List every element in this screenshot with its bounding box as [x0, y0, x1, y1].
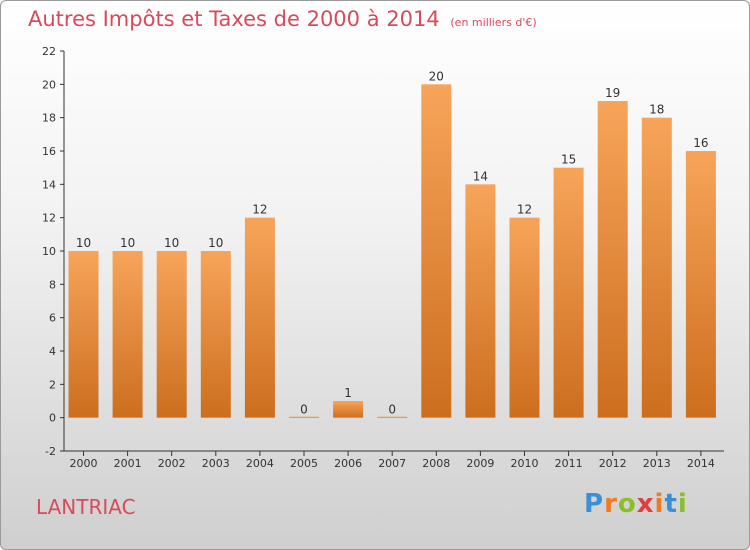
bar [377, 416, 408, 418]
logo-letter: P [584, 489, 605, 519]
logo-letter: i [677, 489, 688, 519]
bar [68, 251, 99, 418]
proxiti-logo: Proxiti [584, 489, 688, 519]
data-label: 10 [208, 236, 223, 250]
x-tick-label: 2012 [599, 457, 627, 470]
data-label: 0 [300, 403, 308, 417]
data-label: 19 [605, 86, 620, 100]
data-label: 18 [649, 103, 664, 117]
data-label: 10 [164, 236, 179, 250]
data-label: 14 [473, 169, 488, 183]
data-label: 0 [388, 403, 396, 417]
data-label: 10 [120, 236, 135, 250]
data-label: 20 [429, 69, 444, 83]
bar [333, 401, 364, 418]
logo-letter: i [654, 489, 665, 519]
y-tick-label: 14 [42, 178, 56, 191]
data-label: 10 [76, 236, 91, 250]
y-tick-label: 0 [49, 412, 56, 425]
y-tick-label: 20 [42, 78, 56, 91]
data-label: 1 [344, 386, 352, 400]
bar [289, 416, 319, 418]
y-tick-label: 22 [42, 45, 56, 58]
x-tick-label: 2002 [158, 457, 186, 470]
x-tick-label: 2010 [511, 457, 539, 470]
x-tick-label: 2004 [246, 457, 274, 470]
logo-letter: o [617, 489, 637, 519]
bar [421, 84, 452, 418]
bar [200, 251, 231, 418]
commune-name: LANTRIAC [36, 495, 136, 519]
x-tick-label: 2014 [687, 457, 715, 470]
bar [641, 117, 672, 418]
bar [156, 251, 187, 418]
data-label: 12 [517, 203, 532, 217]
bar [553, 167, 584, 418]
x-tick-label: 2011 [555, 457, 583, 470]
y-tick-label: 18 [42, 112, 56, 125]
x-tick-label: 2003 [202, 457, 230, 470]
chart-title-text: Autres Impôts et Taxes de 2000 à 2014 [28, 7, 440, 31]
y-tick-label: 8 [49, 278, 56, 291]
y-tick-label: -2 [45, 445, 56, 458]
logo-letter: t [664, 489, 678, 519]
y-tick-label: 12 [42, 212, 56, 225]
x-tick-label: 2008 [422, 457, 450, 470]
bar [112, 251, 143, 418]
y-tick-label: 2 [49, 378, 56, 391]
data-label: 12 [252, 203, 267, 217]
x-tick-label: 2013 [643, 457, 671, 470]
x-tick-label: 2009 [466, 457, 494, 470]
chart-subtitle: (en milliers d'€) [450, 16, 537, 29]
bar [597, 101, 628, 418]
x-tick-label: 2001 [114, 457, 142, 470]
y-tick-label: 4 [49, 345, 56, 358]
x-tick-label: 2005 [290, 457, 318, 470]
x-tick-label: 2006 [334, 457, 362, 470]
y-tick-label: 10 [42, 245, 56, 258]
y-tick-label: 6 [49, 312, 56, 325]
bar [685, 151, 716, 418]
y-tick-label: 16 [42, 145, 56, 158]
data-label: 16 [693, 136, 708, 150]
chart-title: Autres Impôts et Taxes de 2000 à 2014 (e… [28, 7, 537, 31]
x-tick-label: 2007 [378, 457, 406, 470]
x-tick-label: 2000 [70, 457, 98, 470]
bar [509, 217, 540, 418]
bar [465, 184, 496, 418]
logo-letter: r [604, 489, 618, 519]
logo-letter: x [636, 489, 655, 519]
data-label: 15 [561, 153, 576, 167]
bar [244, 217, 275, 418]
